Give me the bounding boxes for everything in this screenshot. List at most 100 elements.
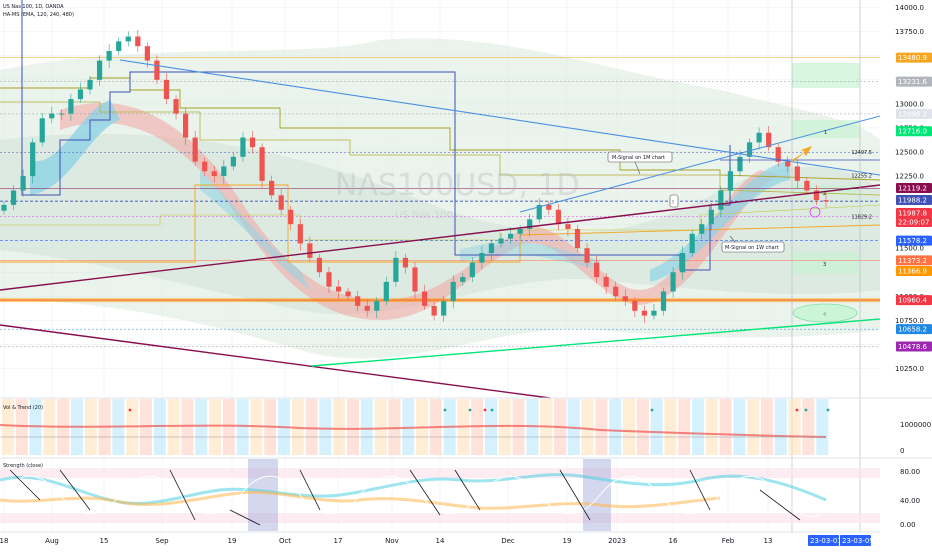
strength-line-black [9, 469, 41, 501]
candle-body [30, 142, 36, 177]
candle-body [211, 171, 217, 177]
candle-body [555, 209, 561, 225]
price-tag [896, 217, 932, 227]
strength-zone-low [0, 513, 880, 523]
candle-body [766, 132, 772, 148]
time-tick: 19 [228, 537, 237, 545]
trendline-channel [519, 111, 896, 213]
time-tick: 19 [563, 537, 572, 545]
candle-body [58, 113, 64, 115]
price-tag [896, 52, 932, 63]
exclamation-marker[interactable]: ! [669, 194, 679, 208]
candle-body [689, 233, 695, 254]
trendline-maroon-lower [0, 324, 551, 399]
volume-pane [0, 399, 830, 455]
candle-body [460, 277, 466, 282]
strength-tick: 80.00 [900, 468, 920, 476]
time-tick: 13 [764, 537, 773, 545]
volume-bg-bar [222, 399, 235, 455]
candle-body [307, 243, 313, 258]
volume-bg-bar [374, 399, 387, 455]
candle-body [154, 60, 160, 80]
volume-bg-bar [305, 399, 318, 455]
candle-body [259, 147, 265, 181]
candle-body [574, 228, 581, 249]
candle-body [565, 224, 571, 229]
candle-body [49, 113, 55, 119]
trendlines[interactable] [0, 59, 896, 399]
strength-zone-high [0, 468, 880, 478]
up-arrow-icon [792, 146, 812, 162]
candle-body [651, 310, 657, 316]
price-tag [896, 76, 932, 87]
callout-m-signal-1m[interactable]: M-Signal on 1M chart [607, 151, 673, 175]
signal-dot [443, 408, 447, 412]
price-tag-label: 22:09:07 [898, 219, 929, 227]
strength-band-orange [0, 490, 721, 510]
volume-bg-bar [678, 399, 691, 455]
time-tick: 16 [669, 537, 678, 545]
time-tick: 14 [436, 537, 445, 545]
volume-bg-bar [650, 399, 663, 455]
candle-body [536, 204, 542, 220]
price-tick: 13000.0 [895, 100, 924, 108]
candle-body [278, 195, 284, 210]
candle-body [584, 248, 590, 263]
volume-bg-bar [15, 399, 28, 455]
candle-body [173, 99, 179, 114]
candle-body [240, 137, 246, 157]
candle-body [144, 46, 150, 61]
ma-ribbon-up-4 [650, 160, 790, 282]
candle-body [813, 190, 820, 201]
candle-body [106, 50, 112, 61]
strength-tick: 40.00 [900, 497, 920, 505]
candle-body [823, 200, 829, 202]
candle-body [1, 204, 7, 211]
volume-bg-bar [692, 399, 704, 455]
date-range-tag [840, 535, 871, 546]
candle-body [355, 296, 361, 306]
volume-bg-bar [347, 399, 359, 455]
price-tick: 12500.0 [895, 149, 924, 157]
candle-body [183, 113, 189, 138]
candle-body [297, 224, 303, 244]
candle-body [202, 161, 208, 172]
candle-body [632, 301, 638, 311]
yellow-step [0, 204, 881, 241]
date-range-label: 23-03-09 [842, 537, 874, 545]
volume-bg-bar [181, 399, 194, 455]
strength-line-black [454, 469, 481, 511]
candle-body [804, 180, 810, 191]
strength-axis: 80.00 40.00 0.00 [900, 468, 920, 529]
candle-body [660, 291, 667, 311]
strength-tick: 0.00 [900, 521, 916, 529]
candle-body [335, 286, 342, 292]
candle-body [594, 262, 600, 278]
signal-dot [128, 408, 132, 412]
price-axis[interactable] [880, 0, 932, 532]
candle-body [345, 291, 351, 297]
volume-bg-bar [719, 399, 732, 455]
volume-bg-bar [609, 399, 622, 455]
strength-line-black [229, 509, 261, 526]
price-tick: 10250.0 [895, 365, 924, 373]
volume-bg-bar [623, 399, 635, 455]
candle-body [364, 305, 370, 311]
watermark-sub: US Nas 100 [395, 210, 453, 221]
horizontal-lines [0, 57, 880, 347]
strength-line-black [759, 489, 801, 521]
support-ellipse [792, 303, 858, 323]
price-tick: 10750.0 [895, 317, 924, 325]
exclamation-text: ! [672, 200, 674, 206]
callout-m-signal-1w[interactable]: M-Signal on 1W chart [721, 235, 785, 253]
volume-bg-bar [167, 399, 180, 455]
candle-body [479, 253, 485, 263]
time-tick: Dec [501, 537, 515, 545]
candle-body [546, 204, 552, 210]
crosshair-circle-icon [809, 206, 821, 218]
candle-body [87, 79, 93, 90]
time-axis[interactable]: 18 Aug 15 Sep 19 Oct 17 Nov 14 Dec 19 2023 16 Feb 13 23… [0, 535, 874, 546]
strength-line-black [559, 469, 591, 521]
